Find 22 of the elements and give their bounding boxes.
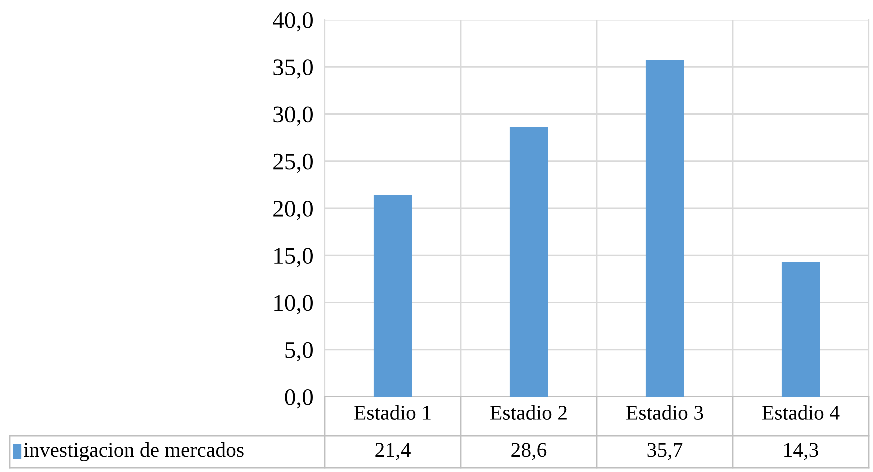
- bar: [646, 60, 684, 397]
- x-tick-label: Estadio 2: [490, 405, 567, 420]
- y-tick-label: 15,0: [274, 248, 313, 268]
- bar: [510, 127, 548, 397]
- y-tick-label: 0,0: [285, 389, 313, 409]
- y-tick-label: 30,0: [274, 106, 313, 126]
- y-tick-label: 5,0: [286, 342, 313, 362]
- y-tick-label: 10,0: [274, 295, 313, 315]
- bar: [782, 262, 820, 397]
- x-tick-label: Estadio 3: [626, 405, 704, 420]
- bar: [374, 195, 412, 397]
- x-tick-label: Estadio 4: [762, 405, 840, 420]
- text: 14,3: [784, 443, 818, 460]
- text: 21,4: [376, 443, 411, 460]
- text: 35,7: [648, 443, 683, 460]
- y-tick-label: 20,0: [274, 200, 313, 220]
- legend-label: investigacion de mercados: [24, 442, 244, 462]
- y-tick-label: 40,0: [273, 12, 313, 32]
- y-tick-label: 35,0: [274, 60, 313, 79]
- y-tick-label: 25,0: [274, 154, 313, 174]
- x-tick-label: Estadio 1: [354, 405, 431, 420]
- text: 28,6: [512, 443, 547, 460]
